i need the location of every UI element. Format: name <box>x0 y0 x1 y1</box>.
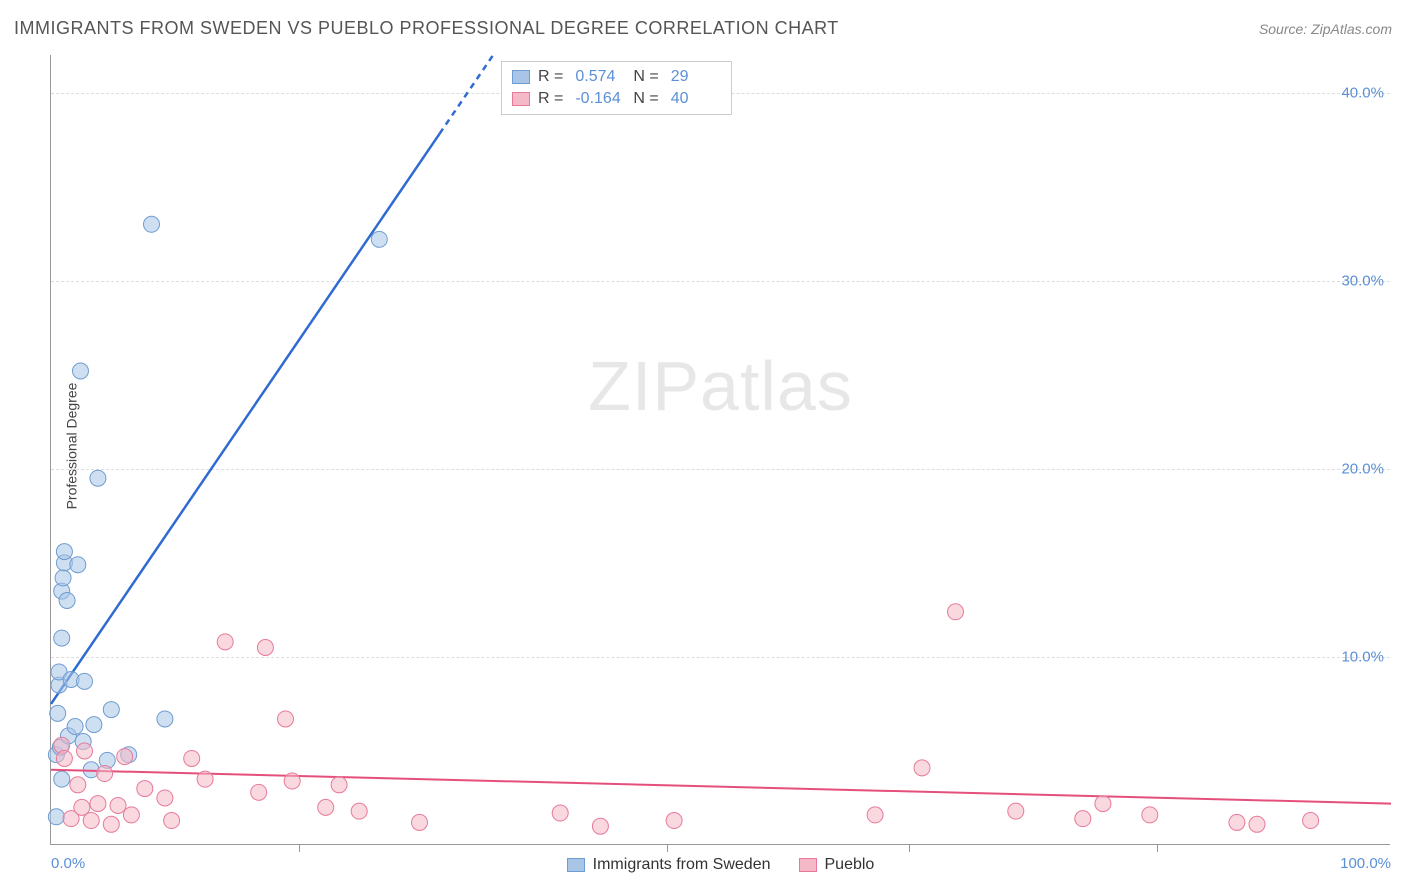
source-prefix: Source: <box>1259 21 1311 37</box>
data-point-sweden <box>77 673 93 689</box>
regression-line-pueblo <box>51 770 1391 804</box>
data-point-pueblo <box>331 777 347 793</box>
legend-item-pueblo: Pueblo <box>799 856 875 874</box>
data-point-pueblo <box>1229 814 1245 830</box>
scatter-svg <box>51 55 1390 844</box>
data-point-pueblo <box>867 807 883 823</box>
data-point-pueblo <box>318 799 334 815</box>
legend-item-sweden: Immigrants from Sweden <box>567 856 771 874</box>
r-label-2: R = <box>538 90 563 108</box>
data-point-sweden <box>70 557 86 573</box>
swatch-pueblo <box>512 92 530 106</box>
data-point-pueblo <box>123 807 139 823</box>
xtick-minor <box>667 844 668 852</box>
data-point-pueblo <box>257 640 273 656</box>
data-point-pueblo <box>110 798 126 814</box>
data-point-sweden <box>54 771 70 787</box>
data-point-pueblo <box>1008 803 1024 819</box>
legend-series: Immigrants from Sweden Pueblo <box>51 856 1390 874</box>
data-point-sweden <box>56 544 72 560</box>
data-point-sweden <box>103 702 119 718</box>
data-point-sweden <box>50 705 66 721</box>
data-point-pueblo <box>97 766 113 782</box>
data-point-pueblo <box>217 634 233 650</box>
data-point-pueblo <box>56 750 72 766</box>
legend-label-pueblo: Pueblo <box>825 856 875 874</box>
r-value-pueblo: -0.164 <box>575 90 625 108</box>
data-point-sweden <box>48 809 64 825</box>
regression-line-dash-sweden <box>440 55 494 134</box>
n-label-2: N = <box>633 90 658 108</box>
chart-header: IMMIGRANTS FROM SWEDEN VS PUEBLO PROFESS… <box>14 18 1392 39</box>
data-point-sweden <box>54 630 70 646</box>
chart-source: Source: ZipAtlas.com <box>1259 21 1392 37</box>
legend-stats-box: R = 0.574 N = 29 R = -0.164 N = 40 <box>501 61 732 115</box>
xtick-minor <box>299 844 300 852</box>
data-point-sweden <box>90 470 106 486</box>
data-point-pueblo <box>1142 807 1158 823</box>
data-point-sweden <box>55 570 71 586</box>
data-point-sweden <box>144 216 160 232</box>
data-point-pueblo <box>914 760 930 776</box>
data-point-pueblo <box>103 816 119 832</box>
data-point-pueblo <box>666 813 682 829</box>
data-point-sweden <box>157 711 173 727</box>
data-point-pueblo <box>77 743 93 759</box>
data-point-sweden <box>67 719 83 735</box>
data-point-pueblo <box>90 796 106 812</box>
n-value-sweden: 29 <box>671 68 721 86</box>
n-value-pueblo: 40 <box>671 90 721 108</box>
data-point-pueblo <box>1249 816 1265 832</box>
regression-line-sweden <box>51 134 440 704</box>
data-point-pueblo <box>284 773 300 789</box>
legend-stats-row-pueblo: R = -0.164 N = 40 <box>512 88 721 110</box>
chart-plot-area: ZIPatlas 10.0%20.0%30.0%40.0% R = 0.574 … <box>50 55 1390 845</box>
data-point-sweden <box>59 592 75 608</box>
data-point-pueblo <box>251 784 267 800</box>
data-point-pueblo <box>552 805 568 821</box>
data-point-pueblo <box>351 803 367 819</box>
data-point-pueblo <box>83 813 99 829</box>
data-point-pueblo <box>592 818 608 834</box>
data-point-pueblo <box>197 771 213 787</box>
data-point-sweden <box>72 363 88 379</box>
data-point-pueblo <box>412 814 428 830</box>
data-point-pueblo <box>278 711 294 727</box>
chart-title: IMMIGRANTS FROM SWEDEN VS PUEBLO PROFESS… <box>14 18 839 39</box>
swatch-pueblo-bottom <box>799 858 817 872</box>
data-point-pueblo <box>1075 811 1091 827</box>
r-value-sweden: 0.574 <box>575 68 625 86</box>
legend-label-sweden: Immigrants from Sweden <box>593 856 771 874</box>
legend-stats-row-sweden: R = 0.574 N = 29 <box>512 66 721 88</box>
data-point-pueblo <box>1095 796 1111 812</box>
data-point-pueblo <box>117 749 133 765</box>
swatch-sweden-bottom <box>567 858 585 872</box>
r-label: R = <box>538 68 563 86</box>
source-name: ZipAtlas.com <box>1311 21 1392 37</box>
data-point-pueblo <box>164 813 180 829</box>
data-point-pueblo <box>184 750 200 766</box>
data-point-pueblo <box>70 777 86 793</box>
xtick-minor <box>909 844 910 852</box>
n-label: N = <box>633 68 658 86</box>
data-point-pueblo <box>157 790 173 806</box>
data-point-pueblo <box>137 781 153 797</box>
data-point-pueblo <box>948 604 964 620</box>
swatch-sweden <box>512 70 530 84</box>
data-point-pueblo <box>1303 813 1319 829</box>
xtick-minor <box>1157 844 1158 852</box>
data-point-sweden <box>371 231 387 247</box>
data-point-sweden <box>86 717 102 733</box>
